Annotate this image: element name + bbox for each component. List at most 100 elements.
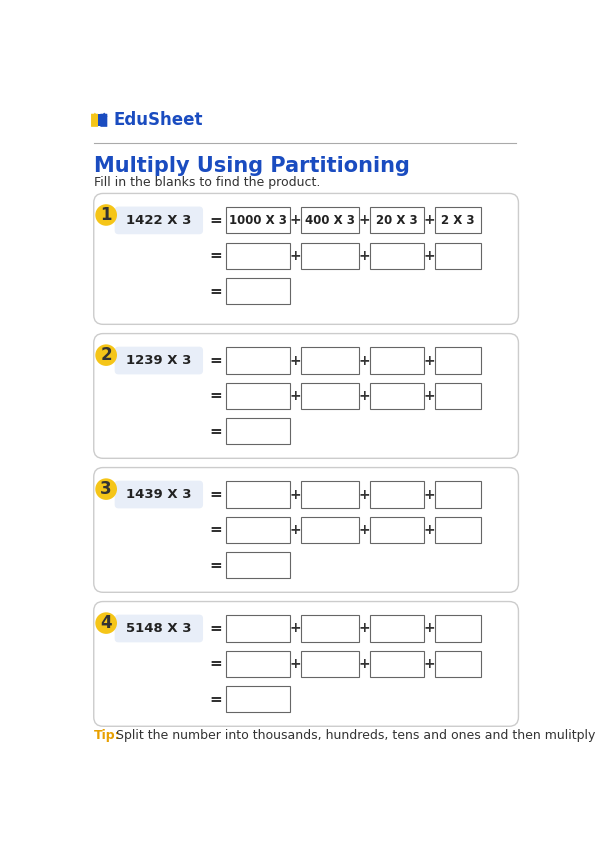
Text: 2: 2 [101, 346, 112, 364]
FancyBboxPatch shape [91, 114, 98, 127]
Text: =: = [210, 657, 223, 671]
Circle shape [95, 205, 117, 226]
Bar [369, 242, 424, 269]
Text: =: = [210, 692, 223, 706]
Text: 1422 X 3: 1422 X 3 [126, 214, 192, 226]
FancyBboxPatch shape [94, 467, 518, 592]
Circle shape [95, 612, 117, 634]
FancyBboxPatch shape [101, 114, 107, 127]
FancyBboxPatch shape [115, 206, 203, 234]
Text: 1239 X 3: 1239 X 3 [126, 354, 192, 367]
Text: =: = [210, 213, 223, 228]
Bar [369, 517, 424, 543]
Bar [435, 517, 481, 543]
Text: =: = [210, 621, 223, 636]
Text: +: + [358, 621, 370, 636]
Bar [435, 348, 481, 374]
Text: +: + [358, 523, 370, 537]
Bar [369, 651, 424, 677]
Text: +: + [358, 389, 370, 403]
Bar [369, 348, 424, 374]
Bar [226, 278, 290, 304]
Text: +: + [424, 657, 435, 671]
Bar [369, 616, 424, 642]
Bar [369, 482, 424, 508]
Bar [300, 482, 359, 508]
Text: +: + [424, 354, 435, 367]
Polygon shape [92, 113, 98, 116]
Text: +: + [424, 621, 435, 636]
FancyBboxPatch shape [94, 194, 518, 324]
Bar [369, 383, 424, 409]
Bar [226, 552, 290, 578]
Text: +: + [289, 488, 301, 502]
Bar [435, 651, 481, 677]
Text: +: + [424, 248, 435, 263]
Text: +: + [289, 248, 301, 263]
Bar [369, 207, 424, 233]
Bar [300, 517, 359, 543]
FancyBboxPatch shape [115, 615, 203, 642]
Bar [226, 348, 290, 374]
Text: =: = [210, 248, 223, 264]
Text: 20 X 3: 20 X 3 [376, 214, 418, 226]
Text: +: + [289, 523, 301, 537]
Text: +: + [289, 389, 301, 403]
Text: +: + [424, 389, 435, 403]
Text: 2 X 3: 2 X 3 [441, 214, 475, 226]
Text: +: + [424, 523, 435, 537]
Text: =: = [210, 284, 223, 299]
Text: EduSheet: EduSheet [113, 111, 203, 130]
Bar [98, 115, 101, 126]
Bar [435, 616, 481, 642]
Bar [226, 383, 290, 409]
Bar [300, 651, 359, 677]
FancyBboxPatch shape [115, 481, 203, 509]
Circle shape [95, 344, 117, 366]
Text: 1: 1 [101, 206, 112, 224]
Bar [226, 651, 290, 677]
Text: 4: 4 [101, 614, 112, 632]
Text: +: + [358, 248, 370, 263]
Text: +: + [289, 621, 301, 636]
Bar [435, 207, 481, 233]
FancyBboxPatch shape [94, 333, 518, 458]
Text: +: + [289, 213, 301, 227]
Text: =: = [210, 558, 223, 573]
Bar [226, 686, 290, 712]
Bar [435, 482, 481, 508]
Text: +: + [358, 657, 370, 671]
Text: Tip:: Tip: [94, 729, 120, 742]
Bar [226, 517, 290, 543]
Text: +: + [358, 488, 370, 502]
Text: Multiply Using Partitioning: Multiply Using Partitioning [94, 157, 409, 177]
Text: Fill in the blanks to find the product.: Fill in the blanks to find the product. [94, 176, 320, 189]
Text: 1000 X 3: 1000 X 3 [229, 214, 287, 226]
Text: =: = [210, 353, 223, 368]
Bar [300, 242, 359, 269]
Bar [300, 383, 359, 409]
Text: +: + [289, 657, 301, 671]
Bar [226, 418, 290, 445]
Bar [435, 383, 481, 409]
Bar [226, 616, 290, 642]
Bar [300, 348, 359, 374]
Circle shape [95, 478, 117, 500]
Text: 400 X 3: 400 X 3 [305, 214, 355, 226]
FancyBboxPatch shape [115, 347, 203, 375]
Text: +: + [358, 213, 370, 227]
Text: =: = [210, 487, 223, 502]
Text: 3: 3 [101, 480, 112, 498]
Polygon shape [101, 113, 108, 116]
Text: =: = [210, 424, 223, 439]
Text: =: = [210, 522, 223, 537]
Text: +: + [424, 488, 435, 502]
Text: +: + [358, 354, 370, 367]
Text: 1439 X 3: 1439 X 3 [126, 488, 192, 501]
Text: +: + [289, 354, 301, 367]
Bar [226, 482, 290, 508]
Text: 5148 X 3: 5148 X 3 [126, 622, 192, 635]
Text: =: = [210, 388, 223, 403]
Bar [300, 616, 359, 642]
Bar [435, 242, 481, 269]
